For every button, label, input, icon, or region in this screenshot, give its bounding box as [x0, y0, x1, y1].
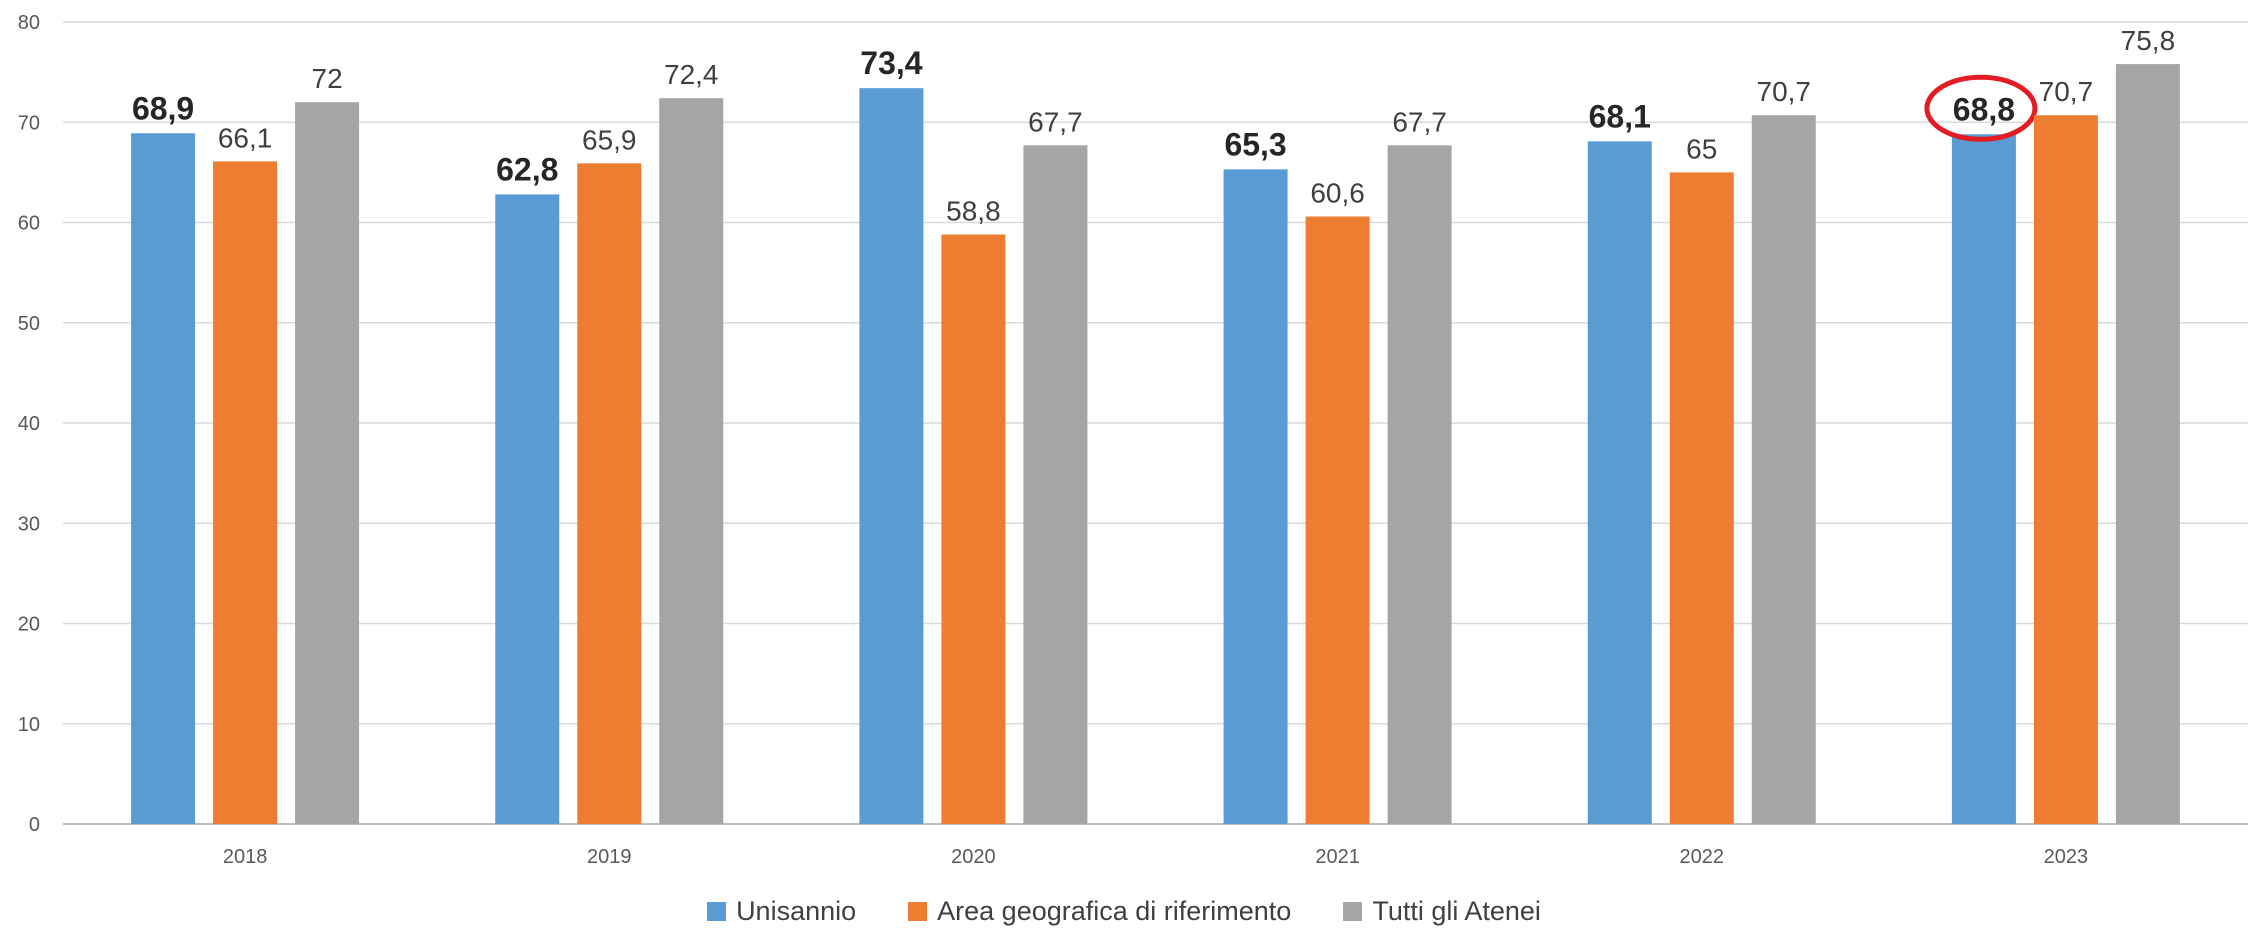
data-label: 60,6 — [1310, 177, 1365, 208]
data-label: 72,4 — [664, 59, 719, 90]
legend-label: Tutti gli Atenei — [1372, 895, 1541, 926]
bar — [941, 234, 1006, 824]
legend-label: Area geografica di riferimento — [937, 895, 1292, 926]
data-label: 67,7 — [1028, 106, 1083, 137]
chart-canvas: 0 10 20 30 40 50 60 70 80 68,9 66,1 72 2018 62,8 65,9 7… — [18, 12, 2248, 868]
data-label: 70,7 — [1757, 76, 1812, 107]
data-label: 66,1 — [218, 122, 273, 153]
y-tick-label: 20 — [18, 614, 40, 636]
data-label: 70,7 — [2039, 76, 2094, 107]
legend-item: Unisannio — [707, 896, 856, 927]
bar — [859, 88, 924, 825]
y-tick-label: 0 — [29, 814, 40, 836]
bar — [295, 102, 360, 824]
data-label: 68,8 — [1953, 91, 2015, 127]
bar — [2033, 115, 2098, 825]
data-label: 65 — [1686, 133, 1717, 164]
x-tick-label: 2022 — [1680, 846, 1725, 868]
data-label: 73,4 — [860, 45, 922, 81]
legend-item: Tutti gli Atenei — [1343, 896, 1541, 927]
bar — [577, 163, 642, 825]
bar — [1023, 145, 1088, 824]
y-tick-label: 40 — [18, 413, 40, 435]
data-label: 65,9 — [582, 124, 637, 155]
legend-item: Area geografica di riferimento — [908, 896, 1291, 927]
x-tick-label: 2021 — [1315, 846, 1360, 868]
bar — [1223, 169, 1288, 824]
y-tick-label: 30 — [18, 513, 40, 535]
data-label: 65,3 — [1224, 126, 1286, 162]
data-label: 68,9 — [132, 90, 194, 126]
data-label: 58,8 — [946, 196, 1001, 227]
bar — [1587, 141, 1652, 825]
y-tick-label: 60 — [18, 213, 40, 235]
y-tick-label: 50 — [18, 313, 40, 335]
bar — [1387, 145, 1452, 824]
y-tick-label: 70 — [18, 112, 40, 134]
legend-swatch — [1343, 901, 1363, 921]
bar — [1669, 172, 1734, 824]
legend-label: Unisannio — [736, 895, 857, 926]
bar — [1951, 134, 2016, 824]
data-label: 68,1 — [1589, 98, 1651, 134]
bar — [213, 161, 278, 824]
x-tick-label: 2023 — [2044, 846, 2089, 868]
bar — [659, 98, 724, 824]
y-tick-label: 10 — [18, 714, 40, 736]
bar — [495, 194, 560, 824]
x-tick-label: 2020 — [951, 846, 996, 868]
bar — [2115, 64, 2180, 825]
bar — [131, 133, 196, 825]
legend-swatch — [707, 901, 727, 921]
bar — [1305, 216, 1370, 825]
x-tick-label: 2018 — [223, 846, 268, 868]
x-tick-label: 2019 — [587, 846, 632, 868]
y-tick-label: 80 — [18, 12, 40, 34]
chart-legend: Unisannio Area geografica di riferimento T… — [0, 893, 2248, 929]
legend-swatch — [908, 901, 928, 921]
data-label: 72 — [312, 63, 343, 94]
data-label: 67,7 — [1392, 106, 1447, 137]
bar — [1751, 115, 1816, 825]
data-label: 75,8 — [2121, 25, 2176, 56]
data-label: 62,8 — [496, 151, 558, 187]
highlight-circle — [1924, 74, 2038, 142]
